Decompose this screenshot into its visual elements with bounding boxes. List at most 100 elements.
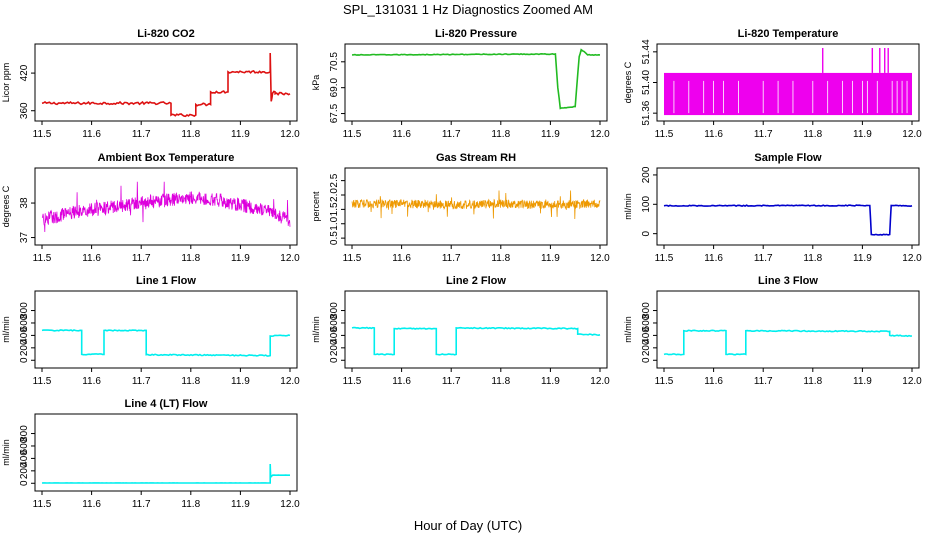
- y-tick-label: 51.36: [641, 100, 652, 125]
- y-tick-label: 67.5: [329, 103, 340, 123]
- y-axis-label-line2: ml/min: [311, 316, 321, 343]
- figure-x-axis-label: Hour of Day (UTC): [413, 518, 523, 533]
- chart-line3: Line 3 Flow ml/min 11.5 11.6 11.7 11.8 11.9 12.…: [623, 275, 922, 387]
- y-tick-label: 200: [329, 339, 340, 356]
- series-line-boxtemp: [41, 181, 291, 233]
- x-tick-label: 11.8: [181, 499, 200, 510]
- x-tick-label: 11.9: [541, 376, 560, 387]
- x-tick-label: 11.5: [33, 499, 52, 510]
- x-tick-label: 11.5: [33, 253, 52, 264]
- y-tick-label: 800: [19, 425, 30, 442]
- x-tick-label: 11.8: [181, 376, 200, 387]
- y-axis-label-rh: percent: [311, 191, 321, 222]
- x-tick-label: 11.9: [541, 253, 560, 264]
- x-tick-label: 11.6: [392, 129, 411, 140]
- y-tick-label: 0.5: [329, 231, 340, 245]
- chart-title-line1: Line 1 Flow: [136, 275, 196, 287]
- plot-frame-boxtemp: [34, 167, 298, 246]
- x-tick-label: 11.8: [803, 376, 822, 387]
- x-tick-label: 11.7: [132, 129, 151, 140]
- x-tick-label: 11.5: [343, 376, 362, 387]
- x-tick-label: 12.0: [902, 129, 922, 140]
- x-tick-label: 11.7: [132, 253, 151, 264]
- y-tick-label: 2.5: [329, 173, 340, 187]
- chart-pressure: Li-820 Pressure kPa 11.5 11.6 11.7 11.8 11.9 12…: [311, 28, 610, 140]
- x-tick-label: 11.9: [853, 129, 872, 140]
- plot-area-line3: [663, 329, 913, 356]
- x-tick-label: 12.0: [590, 376, 610, 387]
- chart-rh: Gas Stream RH percent 11.5 11.6 11.7 11.8 11.9…: [311, 152, 610, 264]
- y-axis-label-sampleflow: ml/min: [623, 193, 633, 220]
- x-tick-label: 11.6: [392, 253, 411, 264]
- y-tick-label: 600: [19, 314, 30, 331]
- plot-area-pressure: [351, 48, 601, 110]
- y-axis-label-line4: ml/min: [1, 439, 11, 466]
- plot-area-line1: [41, 329, 291, 357]
- x-tick-label: 11.7: [442, 129, 461, 140]
- y-tick-label: 1.5: [329, 202, 340, 216]
- x-tick-label: 11.9: [541, 129, 560, 140]
- x-tick-label: 12.0: [280, 499, 300, 510]
- chart-title-rh: Gas Stream RH: [436, 152, 516, 164]
- y-tick-label: 1.0: [329, 216, 340, 230]
- x-tick-label: 11.9: [853, 253, 872, 264]
- y-tick-label: 600: [329, 314, 340, 331]
- chart-line1: Line 1 Flow ml/min 11.5 11.6 11.7 11.8 11.9 12.…: [1, 275, 300, 387]
- series-line-co2: [41, 52, 291, 118]
- plot-area-line2: [351, 326, 601, 356]
- x-tick-label: 11.6: [82, 129, 101, 140]
- y-axis-label-co2: Licor ppm: [1, 63, 11, 103]
- x-tick-label: 11.9: [231, 129, 250, 140]
- y-axis-label-temperature: degrees C: [623, 61, 633, 103]
- y-tick-label: 0: [19, 480, 30, 486]
- x-tick-label: 11.5: [343, 129, 362, 140]
- y-tick-label: 51.44: [641, 39, 652, 64]
- y-tick-label: 70.5: [329, 52, 340, 72]
- series-band-temperature: [664, 72, 912, 116]
- x-tick-label: 11.5: [33, 376, 52, 387]
- series-line-line1: [41, 329, 291, 357]
- figure-title: SPL_131031 1 Hz Diagnostics Zoomed AM: [342, 2, 594, 17]
- y-axis-label-line3: ml/min: [623, 316, 633, 343]
- plot-frame-rh: [344, 167, 608, 246]
- y-tick-label: 0: [641, 230, 652, 236]
- plot-frame-sampleflow: [656, 167, 920, 246]
- chart-title-sampleflow: Sample Flow: [754, 152, 822, 164]
- y-tick-label: 37: [19, 232, 30, 244]
- x-tick-label: 11.9: [231, 376, 250, 387]
- plot-area-co2: [41, 52, 291, 118]
- chart-sampleflow: Sample Flow ml/min 11.5 11.6 11.7 11.8 11.9 12.…: [623, 152, 922, 264]
- y-tick-label: 600: [19, 437, 30, 454]
- series-line-line2: [351, 326, 601, 356]
- y-tick-label: 800: [641, 302, 652, 319]
- x-tick-label: 11.9: [853, 376, 872, 387]
- series-line-line4: [41, 463, 290, 484]
- y-tick-label: 69.0: [329, 78, 340, 98]
- x-tick-label: 12.0: [280, 253, 300, 264]
- x-tick-label: 12.0: [902, 376, 922, 387]
- x-tick-label: 11.9: [231, 499, 250, 510]
- y-tick-label: 360: [19, 102, 30, 119]
- y-axis-label-pressure: kPa: [311, 75, 321, 91]
- y-tick-label: 51.40: [641, 70, 652, 95]
- chart-title-pressure: Li-820 Pressure: [435, 28, 517, 40]
- x-tick-label: 11.6: [82, 376, 101, 387]
- y-tick-label: 400: [19, 327, 30, 344]
- x-tick-label: 11.8: [181, 129, 200, 140]
- y-tick-label: 400: [329, 327, 340, 344]
- x-tick-label: 11.9: [231, 253, 250, 264]
- x-tick-label: 12.0: [280, 376, 300, 387]
- plot-frame-co2: [34, 43, 298, 122]
- y-tick-label: 200: [641, 166, 652, 183]
- x-tick-label: 11.6: [704, 376, 723, 387]
- plot-area-temperature: [664, 48, 912, 116]
- x-tick-label: 11.6: [704, 129, 723, 140]
- y-axis-label-boxtemp: degrees C: [1, 185, 11, 227]
- plot-frame-line1: [34, 290, 298, 369]
- chart-title-line4: Line 4 (LT) Flow: [125, 398, 208, 410]
- chart-title-boxtemp: Ambient Box Temperature: [98, 152, 235, 164]
- chart-boxtemp: Ambient Box Temperature degrees C 11.5 11.6…: [1, 152, 300, 264]
- chart-title-line3: Line 3 Flow: [758, 275, 818, 287]
- chart-co2: Li-820 CO2 Licor ppm 11.5 11.6 11.7 11.8 11.9 1…: [1, 28, 300, 140]
- x-tick-label: 11.5: [655, 253, 674, 264]
